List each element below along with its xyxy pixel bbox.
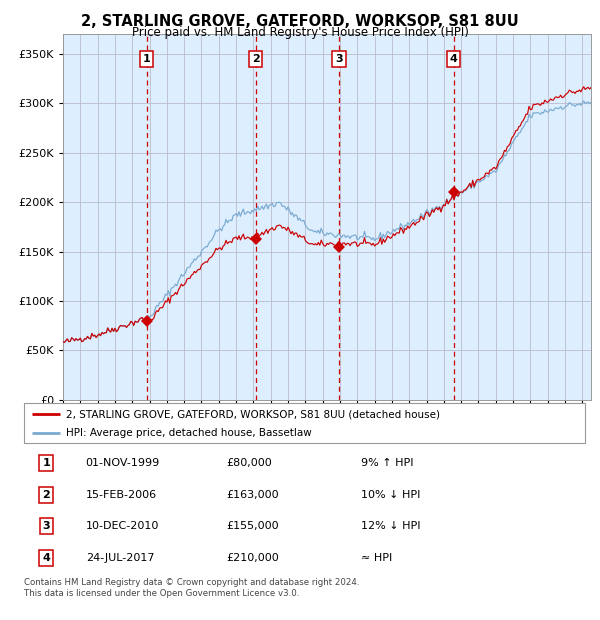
Text: ≈ HPI: ≈ HPI [361, 553, 392, 563]
Text: 01-NOV-1999: 01-NOV-1999 [86, 458, 160, 468]
Text: 2: 2 [43, 490, 50, 500]
Text: 4: 4 [43, 553, 50, 563]
Text: £210,000: £210,000 [226, 553, 279, 563]
Text: 9% ↑ HPI: 9% ↑ HPI [361, 458, 413, 468]
Text: 1: 1 [143, 54, 151, 64]
Text: 4: 4 [449, 54, 457, 64]
Text: 2: 2 [251, 54, 259, 64]
Text: 1: 1 [43, 458, 50, 468]
Text: This data is licensed under the Open Government Licence v3.0.: This data is licensed under the Open Gov… [24, 589, 299, 598]
Text: 2, STARLING GROVE, GATEFORD, WORKSOP, S81 8UU: 2, STARLING GROVE, GATEFORD, WORKSOP, S8… [81, 14, 519, 29]
Text: 15-FEB-2006: 15-FEB-2006 [86, 490, 157, 500]
Text: Price paid vs. HM Land Registry's House Price Index (HPI): Price paid vs. HM Land Registry's House … [131, 26, 469, 39]
Text: £155,000: £155,000 [226, 521, 278, 531]
Text: HPI: Average price, detached house, Bassetlaw: HPI: Average price, detached house, Bass… [66, 428, 312, 438]
Text: Contains HM Land Registry data © Crown copyright and database right 2024.: Contains HM Land Registry data © Crown c… [24, 578, 359, 587]
Text: £163,000: £163,000 [226, 490, 278, 500]
Text: 3: 3 [43, 521, 50, 531]
Text: 24-JUL-2017: 24-JUL-2017 [86, 553, 154, 563]
Text: 12% ↓ HPI: 12% ↓ HPI [361, 521, 420, 531]
FancyBboxPatch shape [24, 403, 585, 443]
Text: 10-DEC-2010: 10-DEC-2010 [86, 521, 159, 531]
Text: 3: 3 [335, 54, 343, 64]
Text: 2, STARLING GROVE, GATEFORD, WORKSOP, S81 8UU (detached house): 2, STARLING GROVE, GATEFORD, WORKSOP, S8… [66, 409, 440, 419]
Text: 10% ↓ HPI: 10% ↓ HPI [361, 490, 420, 500]
Text: £80,000: £80,000 [226, 458, 272, 468]
